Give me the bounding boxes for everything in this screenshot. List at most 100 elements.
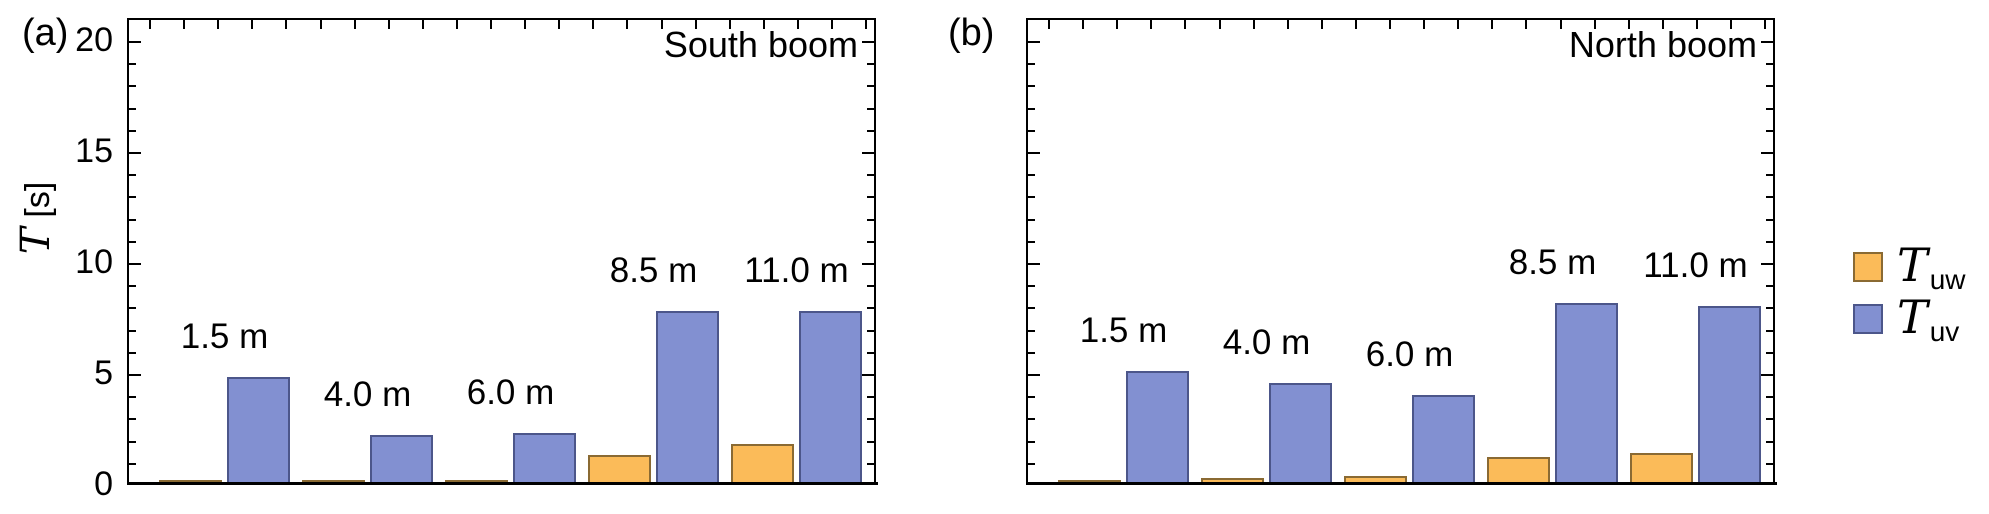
top-tick-mark (694, 20, 697, 29)
right-tick-mark (1761, 374, 1773, 376)
legend-label-Tuv: Tuv (1897, 290, 1960, 347)
left-tick-mark (129, 462, 136, 465)
right-tick-mark (867, 63, 874, 66)
right-tick-mark (1766, 396, 1773, 399)
right-tick-mark (862, 374, 874, 376)
bar-T_uv-8.5 m (1555, 303, 1618, 484)
left-tick-mark (1028, 107, 1035, 110)
top-tick-mark (831, 20, 833, 29)
left-tick-mark (1028, 174, 1035, 177)
top-tick-mark (149, 20, 151, 29)
right-tick-mark (862, 152, 874, 154)
top-tick-mark (1320, 20, 1323, 29)
legend-label-Tuw: Tuw (1897, 238, 1966, 295)
right-tick-mark (867, 107, 874, 110)
left-tick-mark (1028, 63, 1035, 66)
left-tick-mark (129, 396, 136, 399)
left-tick-mark (129, 285, 136, 288)
top-tick-mark (1661, 20, 1664, 29)
left-tick-mark (1028, 374, 1040, 376)
right-tick-mark (867, 440, 874, 443)
left-tick-mark (1028, 418, 1035, 421)
left-tick-mark (1028, 351, 1035, 354)
group-label-1.5 m: 1.5 m (1079, 311, 1168, 350)
bar-T_uw-4.0 m (1201, 478, 1264, 484)
left-tick-mark (129, 196, 136, 199)
left-tick-mark (129, 63, 136, 66)
top-tick-mark (660, 20, 663, 29)
right-tick-mark (1766, 63, 1773, 66)
left-tick-mark (1028, 41, 1040, 43)
top-tick-mark (592, 20, 595, 29)
right-tick-mark (867, 218, 874, 221)
top-tick-mark (319, 20, 322, 29)
top-tick-mark (1286, 20, 1289, 29)
right-tick-mark (862, 263, 874, 265)
right-tick-mark (867, 196, 874, 199)
top-tick-mark (387, 20, 390, 29)
top-tick-mark (490, 20, 492, 29)
group-label-6.0 m: 6.0 m (466, 373, 555, 412)
bar-T_uw-8.5 m (1487, 457, 1550, 484)
top-tick-mark (217, 20, 220, 29)
right-tick-mark (1766, 329, 1773, 332)
panel-label-b: (b) (948, 12, 995, 54)
left-tick-mark (129, 174, 136, 177)
panel-title-north: North boom (1568, 24, 1757, 65)
bar-T_uv-1.5 m (1126, 371, 1189, 484)
group-label-11.0 m: 11.0 m (744, 251, 849, 290)
right-tick-mark (1766, 351, 1773, 354)
left-tick-mark (129, 418, 136, 421)
y-axis-units: [s] (19, 181, 57, 218)
left-tick-mark (1028, 152, 1040, 154)
right-tick-mark (867, 418, 874, 421)
group-label-8.5 m: 8.5 m (1508, 243, 1597, 282)
top-tick-mark (728, 20, 731, 29)
left-tick-mark (1028, 396, 1035, 399)
group-label-1.5 m: 1.5 m (180, 317, 269, 356)
left-tick-mark (1028, 462, 1035, 465)
right-tick-mark (1766, 440, 1773, 443)
top-tick-mark (1491, 20, 1494, 29)
top-tick-mark (251, 20, 254, 29)
right-tick-mark (867, 462, 874, 465)
right-tick-mark (867, 240, 874, 243)
left-tick-mark (129, 440, 136, 443)
left-tick-mark (129, 129, 136, 132)
top-tick-mark (1116, 20, 1119, 29)
right-tick-mark (867, 85, 874, 88)
left-tick-mark (129, 218, 136, 221)
top-tick-mark (796, 20, 799, 29)
left-tick-mark (1028, 218, 1035, 221)
right-tick-mark (1766, 285, 1773, 288)
top-tick-mark (1218, 20, 1221, 29)
right-tick-mark (867, 351, 874, 354)
right-tick-mark (1766, 240, 1773, 243)
top-tick-mark (1150, 20, 1153, 29)
left-tick-mark (1028, 240, 1035, 243)
group-label-11.0 m: 11.0 m (1643, 246, 1748, 285)
top-tick-mark (1593, 20, 1596, 29)
bar-T_uw-11.0 m (731, 444, 794, 484)
left-tick-mark (129, 307, 136, 310)
left-tick-mark (129, 41, 141, 43)
bar-T_uv-8.5 m (656, 311, 719, 484)
top-tick-mark (353, 20, 356, 29)
panel-title-south: South boom (663, 24, 858, 65)
group-label-8.5 m: 8.5 m (609, 251, 698, 290)
top-tick-mark (183, 20, 186, 29)
bar-T_uw-8.5 m (588, 455, 651, 484)
top-tick-mark (1627, 20, 1630, 29)
left-tick-mark (129, 374, 141, 376)
bar-T_uw-11.0 m (1630, 453, 1693, 484)
y-tick-label-5: 5 (94, 354, 113, 392)
right-tick-mark (1766, 307, 1773, 310)
top-tick-mark (1764, 20, 1767, 29)
top-tick-mark (1423, 20, 1426, 29)
top-tick-mark (1354, 20, 1357, 29)
right-tick-mark (867, 329, 874, 332)
top-tick-mark (1082, 20, 1085, 29)
group-label-6.0 m: 6.0 m (1365, 335, 1454, 374)
right-tick-mark (867, 174, 874, 177)
